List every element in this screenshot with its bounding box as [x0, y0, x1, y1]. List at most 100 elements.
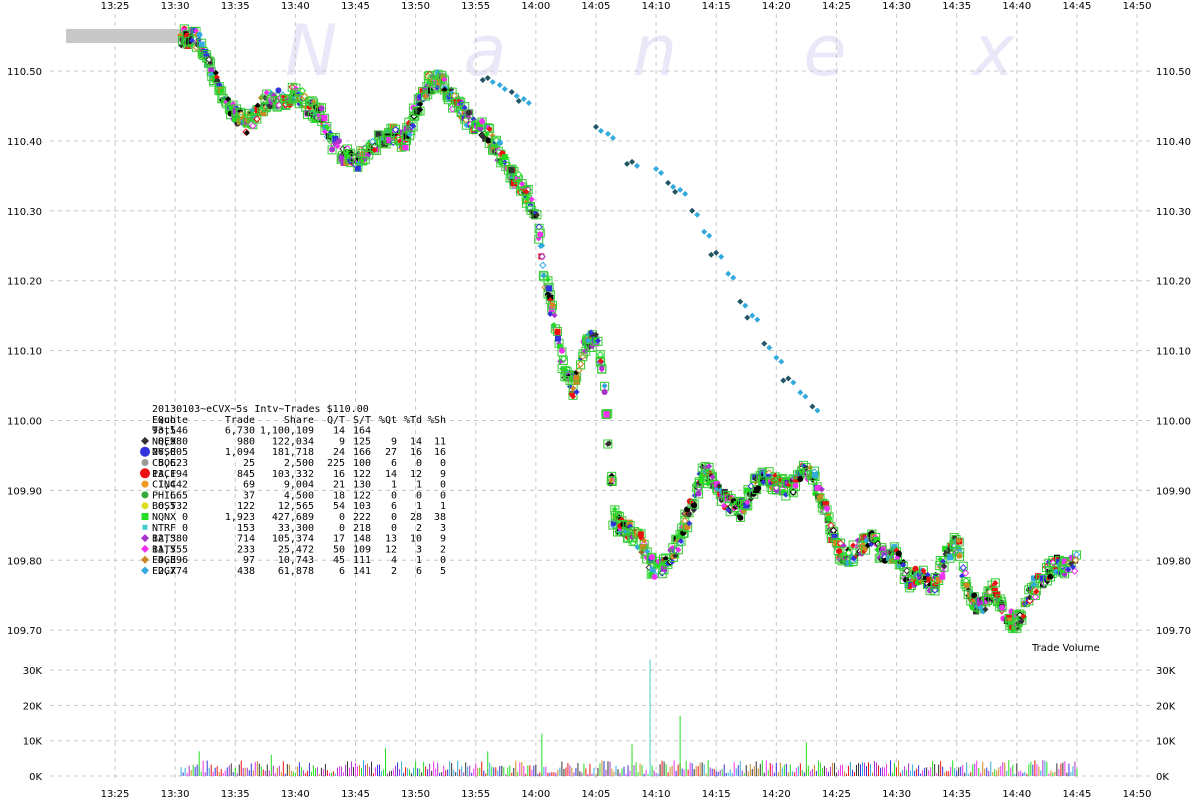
legend-cell: 2,500: [284, 458, 314, 469]
quote-mark: [844, 549, 853, 557]
trade-mark: [485, 137, 492, 144]
legend-cell: 11: [434, 436, 446, 447]
trade-mark: [941, 563, 948, 570]
trade-mark: [920, 567, 927, 574]
legend-cell: NQEX: [152, 436, 176, 447]
legend-cell: 10: [410, 534, 422, 545]
quote-mark: [275, 101, 283, 109]
trade-mark: [947, 554, 954, 561]
legend-cell: 4: [391, 555, 397, 566]
legend-cell: 1,442: [158, 480, 188, 491]
x-tick-label-top: 14:25: [822, 1, 851, 12]
quote-mark: [249, 122, 257, 130]
trade-mark: [406, 131, 413, 138]
legend-cell: 54: [333, 501, 345, 512]
legend-cell: 45: [333, 555, 345, 566]
trade-box: [319, 113, 329, 123]
legend-header: Trade: [225, 415, 255, 426]
trade-mark: [482, 135, 489, 142]
x-tick-label-bottom: 13:55: [461, 789, 490, 800]
trade-mark: [513, 92, 520, 99]
trade-mark: [597, 127, 604, 134]
y-tick-label-left: 109.70: [7, 626, 42, 637]
x-tick-label-bottom: 14:10: [642, 789, 671, 800]
trade-mark: [519, 181, 526, 188]
trade-mark: [822, 501, 829, 508]
quote-mark: [959, 563, 967, 572]
trade-mark: [667, 547, 674, 554]
trade-mark: [609, 134, 616, 141]
legend-cell: 105,374: [272, 534, 314, 545]
trade-mark: [549, 302, 556, 309]
x-tick-label-top: 14:35: [942, 1, 971, 12]
trade-mark: [626, 519, 633, 526]
trade-mark: [754, 316, 761, 323]
legend-cell: 14: [385, 469, 397, 480]
trade-mark: [441, 76, 448, 83]
legend-cell: 4,500: [284, 490, 314, 501]
legend-cell: EDGX: [152, 566, 176, 577]
x-tick-label-top: 14:20: [762, 1, 791, 12]
legend-cell: 181,718: [272, 447, 314, 458]
trade-box: [1046, 572, 1056, 582]
legend-header: %Sh: [428, 415, 446, 426]
trade-mark: [546, 285, 553, 292]
trade-box: [252, 114, 262, 124]
trade-mark: [708, 251, 715, 258]
legend-header: Exch: [152, 415, 176, 426]
y-tick-label-right: 110.40: [1156, 137, 1191, 148]
legend-cell: 16: [333, 469, 345, 480]
trade-mark: [587, 329, 594, 336]
legend-cell: 13: [385, 534, 397, 545]
trade-mark: [691, 502, 698, 509]
legend-cell: 109: [353, 544, 371, 555]
legend-cell: 11,555: [152, 544, 188, 555]
trade-mark: [759, 469, 766, 476]
quote-mark: [368, 137, 377, 146]
y-tick-label-right: 109.80: [1156, 556, 1191, 567]
trade-mark: [141, 513, 149, 520]
legend-cell: 1: [416, 480, 422, 491]
trade-mark: [704, 480, 711, 487]
trade-mark: [940, 568, 947, 575]
trade-mark: [992, 580, 999, 587]
y-tick-label-right: 110.30: [1156, 207, 1191, 218]
trade-mark: [714, 481, 721, 488]
trade-mark: [814, 407, 821, 414]
x-tick-label-top: 13:25: [101, 1, 130, 12]
legend-cell: 13,194: [152, 469, 188, 480]
trade-box: [934, 575, 944, 585]
trade-mark: [470, 116, 477, 123]
trade-mark: [501, 85, 508, 92]
x-tick-label-bottom: 14:45: [1063, 789, 1092, 800]
legend-cell: 218: [353, 523, 371, 534]
legend-cell: 3: [440, 523, 446, 534]
vol-tick-label-left: 20K: [23, 701, 43, 712]
legend-cell: 0: [416, 458, 422, 469]
trade-mark: [761, 340, 768, 347]
x-tick-label-bottom: 14:20: [762, 789, 791, 800]
quote-mark: [514, 170, 523, 179]
trade-mark: [640, 544, 647, 551]
trade-mark: [737, 514, 744, 521]
legend-cell: 0: [416, 490, 422, 501]
y-tick-label-right: 109.90: [1156, 486, 1191, 497]
trade-mark: [1020, 613, 1027, 620]
legend-cell: 28: [410, 512, 422, 523]
trade-mark: [637, 531, 644, 538]
trade-mark: [608, 477, 615, 484]
trade-mark: [601, 389, 608, 396]
trade-box: [439, 75, 449, 85]
legend-cell: 148: [353, 534, 371, 545]
preopen-bar: [66, 29, 184, 43]
legend-cell: 845: [237, 469, 255, 480]
trade-mark: [651, 573, 658, 580]
quote-mark: [298, 87, 307, 95]
legend-cell: NQNX: [152, 512, 176, 523]
trade-mark: [592, 123, 599, 130]
trade-box: [945, 553, 955, 563]
trade-mark: [1069, 563, 1076, 570]
trade-box: [477, 117, 487, 127]
x-tick-label-top: 14:40: [1002, 1, 1031, 12]
trade-mark: [895, 550, 902, 557]
